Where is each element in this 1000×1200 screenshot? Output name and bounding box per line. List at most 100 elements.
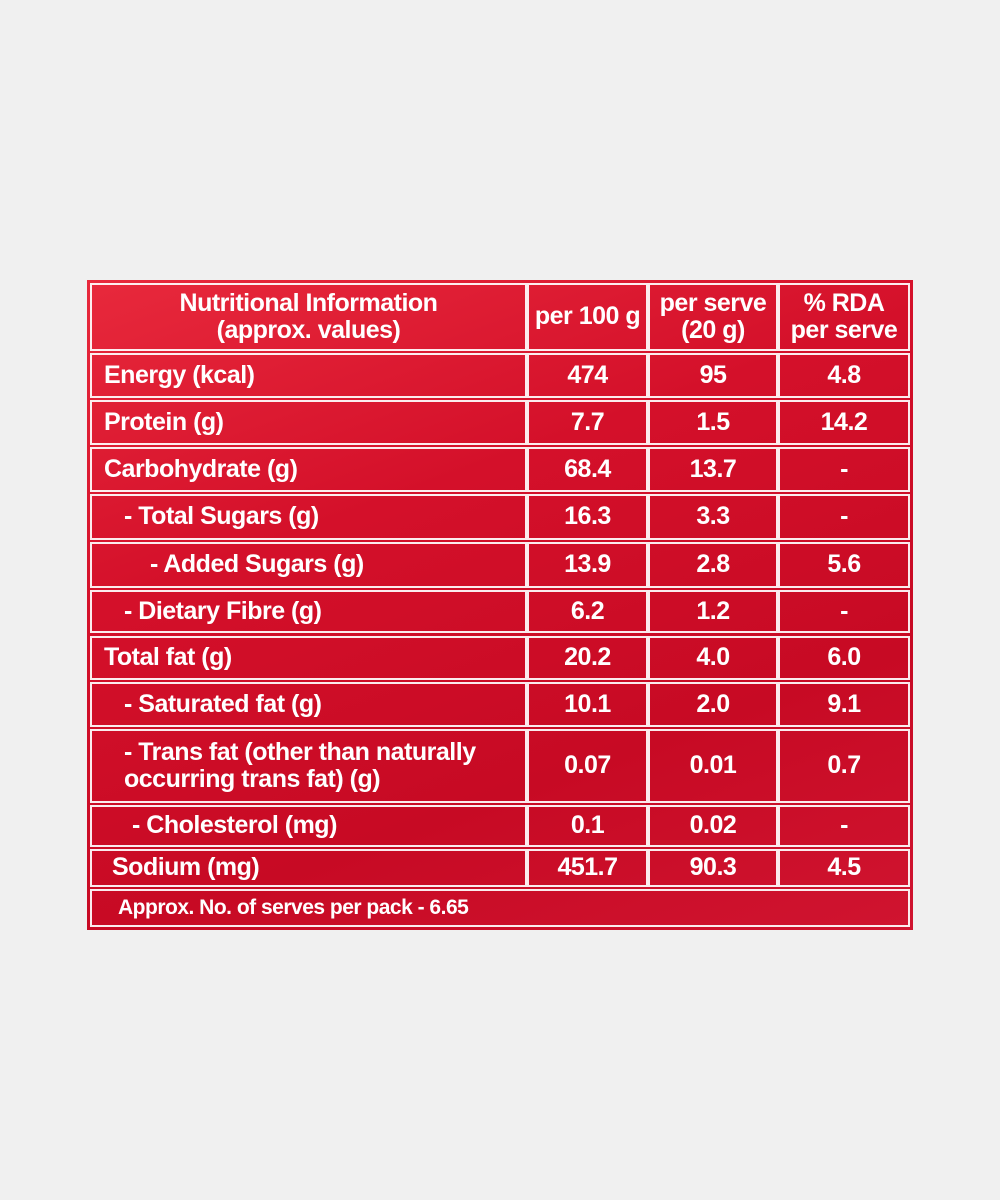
nutrient-name: - Added Sugars (g) (150, 550, 364, 579)
row-value: 4.5 (778, 849, 910, 887)
row-value: 14.2 (778, 400, 910, 445)
nutrient-value: 95 (699, 360, 727, 389)
nutrient-value: 0.7 (827, 751, 861, 780)
nutrient-value: 4.8 (827, 360, 861, 389)
header-text: Nutritional Information (179, 288, 438, 317)
header-cell: per serve (20 g) (648, 283, 778, 351)
row-value: 0.1 (527, 805, 648, 847)
nutrient-value: 1.5 (696, 407, 730, 436)
header-text: per serve (659, 288, 767, 317)
row-value: - (778, 590, 910, 633)
nutrient-value: 451.7 (557, 853, 618, 882)
row-value: 20.2 (527, 636, 648, 680)
nutrient-value: 2.8 (696, 550, 730, 579)
nutrient-value: 10.1 (564, 689, 611, 718)
nutrient-value: 4.5 (827, 853, 861, 882)
nutrient-value: 3.3 (696, 502, 730, 531)
header-cell: % RDA per serve (778, 283, 910, 351)
nutrient-name: Sodium (mg) (112, 853, 260, 882)
header-cell: Nutritional Information (approx. values) (90, 283, 527, 351)
row-value: 6.2 (527, 590, 648, 633)
row-value: 451.7 (527, 849, 648, 887)
nutrient-value: 0.01 (689, 751, 737, 780)
nutrient-value: 16.3 (564, 502, 611, 531)
nutrient-value: 13.9 (564, 550, 611, 579)
nutrient-value: 6.0 (827, 643, 861, 672)
nutrient-name: - Total Sugars (g) (124, 502, 319, 531)
nutrient-value: - (840, 502, 848, 531)
row-value: 2.8 (648, 542, 778, 588)
nutrient-value: 4.0 (696, 643, 730, 672)
row-label: - Cholesterol (mg) (90, 805, 527, 847)
nutrient-value: 0.1 (570, 811, 605, 840)
row-value: 10.1 (527, 682, 648, 727)
nutrient-value: 2.0 (696, 689, 730, 718)
row-value: - (778, 447, 910, 492)
nutrient-value: 9.1 (827, 689, 861, 718)
row-value: 90.3 (648, 849, 778, 887)
row-label: - Saturated fat (g) (90, 682, 527, 727)
row-label: - Added Sugars (g) (90, 542, 527, 588)
nutrient-value: 474 (567, 360, 608, 389)
footer-cell: Approx. No. of serves per pack - 6.65 (90, 889, 910, 927)
nutrient-name: Protein (g) (104, 407, 224, 436)
row-value: 68.4 (527, 447, 648, 492)
row-label: Sodium (mg) (90, 849, 527, 887)
nutrient-value: 20.2 (564, 643, 611, 672)
nutrient-value: 6.2 (570, 596, 605, 625)
nutrient-value: 0.07 (564, 751, 611, 780)
row-value: 1.2 (648, 590, 778, 633)
nutrient-value: - (840, 811, 848, 840)
row-value: 2.0 (648, 682, 778, 727)
row-value: 0.02 (648, 805, 778, 847)
row-value: 4.8 (778, 353, 910, 398)
header-text: per 100 g (534, 302, 641, 331)
header-text: per serve (790, 316, 898, 344)
row-label: Total fat (g) (90, 636, 527, 680)
row-value: 1.5 (648, 400, 778, 445)
row-value: - (778, 805, 910, 847)
nutrient-name: Total fat (g) (104, 643, 232, 672)
nutrient-value: 13.7 (689, 454, 737, 483)
row-value: 6.0 (778, 636, 910, 680)
row-value: 0.7 (778, 729, 910, 803)
nutrient-name: - Saturated fat (g) (124, 689, 322, 718)
nutrient-name: Energy (kcal) (104, 360, 255, 389)
nutrient-value: 90.3 (689, 853, 737, 882)
footer-text: Approx. No. of serves per pack - 6.65 (118, 896, 469, 920)
nutrient-name: - Cholesterol (mg) (132, 811, 337, 840)
row-value: 7.7 (527, 400, 648, 445)
header-text: (20 g) (681, 316, 745, 344)
row-value: 13.7 (648, 447, 778, 492)
row-value: 0.01 (648, 729, 778, 803)
nutrition-panel: Nutritional Information (approx. values) p… (87, 280, 913, 930)
nutrient-value: 14.2 (820, 407, 868, 436)
row-value: 13.9 (527, 542, 648, 588)
row-label: - Dietary Fibre (g) (90, 590, 527, 633)
row-value: 16.3 (527, 494, 648, 540)
row-value: 9.1 (778, 682, 910, 727)
row-label: Protein (g) (90, 400, 527, 445)
nutrient-value: 0.02 (689, 811, 737, 840)
nutrient-value: 1.2 (696, 596, 730, 625)
nutrient-value: - (840, 596, 848, 625)
row-label: - Trans fat (other than naturally occurr… (90, 729, 527, 803)
row-value: 95 (648, 353, 778, 398)
header-text: % RDA (803, 288, 885, 317)
row-value: 5.6 (778, 542, 910, 588)
nutrient-name: - Dietary Fibre (g) (124, 596, 322, 625)
row-value: 474 (527, 353, 648, 398)
row-value: 3.3 (648, 494, 778, 540)
row-label: - Total Sugars (g) (90, 494, 527, 540)
row-value: - (778, 494, 910, 540)
row-label: Carbohydrate (g) (90, 447, 527, 492)
header-text: (approx. values) (216, 316, 401, 344)
row-value: 4.0 (648, 636, 778, 680)
row-label: Energy (kcal) (90, 353, 527, 398)
row-value: 0.07 (527, 729, 648, 803)
nutrient-value: 68.4 (564, 454, 611, 483)
nutrient-name: - Trans fat (other than naturally occurr… (124, 737, 476, 793)
nutrient-value: 7.7 (570, 407, 605, 436)
nutrient-value: 5.6 (827, 550, 861, 579)
